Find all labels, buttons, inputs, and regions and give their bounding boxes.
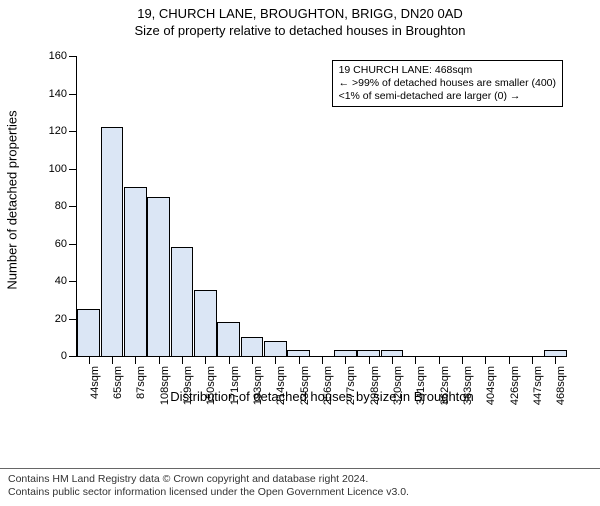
y-axis-label: Number of detached properties — [5, 110, 20, 289]
x-tick-label: 426sqm — [509, 366, 521, 405]
x-tick — [345, 356, 346, 364]
x-tick — [229, 356, 230, 364]
y-tick — [69, 94, 77, 95]
histogram-bar — [77, 309, 100, 356]
x-tick-label: 362sqm — [439, 366, 451, 405]
y-tick — [69, 244, 77, 245]
y-tick-label: 40 — [55, 275, 67, 287]
x-tick-label: 108sqm — [159, 366, 171, 405]
x-tick-label: 214sqm — [275, 366, 287, 405]
y-tick-label: 80 — [55, 200, 67, 212]
x-tick-label: 150sqm — [205, 366, 217, 405]
annotation-line: <1% of semi-detached are larger (0) → — [339, 90, 556, 103]
page-title: 19, CHURCH LANE, BROUGHTON, BRIGG, DN20 … — [0, 6, 600, 21]
y-tick — [69, 169, 77, 170]
x-tick-label: 277sqm — [345, 366, 357, 405]
y-tick — [69, 356, 77, 357]
x-tick-label: 193sqm — [252, 366, 264, 405]
x-tick-label: 383sqm — [462, 366, 474, 405]
x-tick-label: 129sqm — [182, 366, 194, 405]
x-tick — [89, 356, 90, 364]
x-tick-label: 341sqm — [415, 366, 427, 405]
footer: Contains HM Land Registry data © Crown c… — [0, 468, 600, 506]
annotation-line: ← >99% of detached houses are smaller (4… — [339, 77, 556, 90]
y-tick-label: 60 — [55, 238, 67, 250]
y-tick — [69, 281, 77, 282]
x-tick — [205, 356, 206, 364]
x-tick — [485, 356, 486, 364]
x-tick-label: 65sqm — [112, 366, 124, 399]
y-tick-label: 160 — [49, 50, 67, 62]
x-tick — [509, 356, 510, 364]
x-tick — [532, 356, 533, 364]
x-tick — [299, 356, 300, 364]
x-tick-label: 468sqm — [555, 366, 567, 405]
x-tick-label: 447sqm — [532, 366, 544, 405]
x-tick-label: 298sqm — [369, 366, 381, 405]
y-tick — [69, 206, 77, 207]
x-tick — [415, 356, 416, 364]
plot-area: Distribution of detached houses by size … — [76, 56, 567, 357]
y-tick-label: 20 — [55, 313, 67, 325]
y-tick-label: 100 — [49, 163, 67, 175]
x-tick — [439, 356, 440, 364]
x-tick — [112, 356, 113, 364]
footer-line: Contains public sector information licen… — [8, 486, 592, 500]
x-tick-label: 235sqm — [299, 366, 311, 405]
y-tick-label: 140 — [49, 88, 67, 100]
histogram-bar — [217, 322, 240, 356]
histogram-bar — [194, 290, 217, 356]
histogram-bar — [264, 341, 287, 356]
y-tick-label: 0 — [61, 350, 67, 362]
x-tick — [275, 356, 276, 364]
x-tick — [182, 356, 183, 364]
y-tick — [69, 319, 77, 320]
histogram-bar — [171, 247, 194, 356]
footer-line: Contains HM Land Registry data © Crown c… — [8, 473, 592, 487]
x-tick — [159, 356, 160, 364]
x-tick — [322, 356, 323, 364]
y-tick — [69, 56, 77, 57]
x-tick-label: 256sqm — [322, 366, 334, 405]
x-tick-label: 44sqm — [89, 366, 101, 399]
x-tick — [462, 356, 463, 364]
histogram-bar — [147, 197, 170, 356]
chart-container: Number of detached properties Distributi… — [48, 50, 566, 400]
annotation-line: 19 CHURCH LANE: 468sqm — [339, 64, 556, 77]
y-tick — [69, 131, 77, 132]
x-tick-label: 320sqm — [392, 366, 404, 405]
x-tick-label: 171sqm — [229, 366, 241, 405]
histogram-bar — [241, 337, 264, 356]
x-tick-label: 87sqm — [135, 366, 147, 399]
x-tick — [252, 356, 253, 364]
x-tick — [135, 356, 136, 364]
histogram-bar — [101, 127, 124, 356]
y-tick-label: 120 — [49, 125, 67, 137]
x-tick — [369, 356, 370, 364]
x-tick — [555, 356, 556, 364]
x-tick — [392, 356, 393, 364]
x-tick-label: 404sqm — [485, 366, 497, 405]
histogram-bar — [124, 187, 147, 356]
page-subtitle: Size of property relative to detached ho… — [0, 23, 600, 38]
annotation-box: 19 CHURCH LANE: 468sqm ← >99% of detache… — [332, 60, 563, 107]
